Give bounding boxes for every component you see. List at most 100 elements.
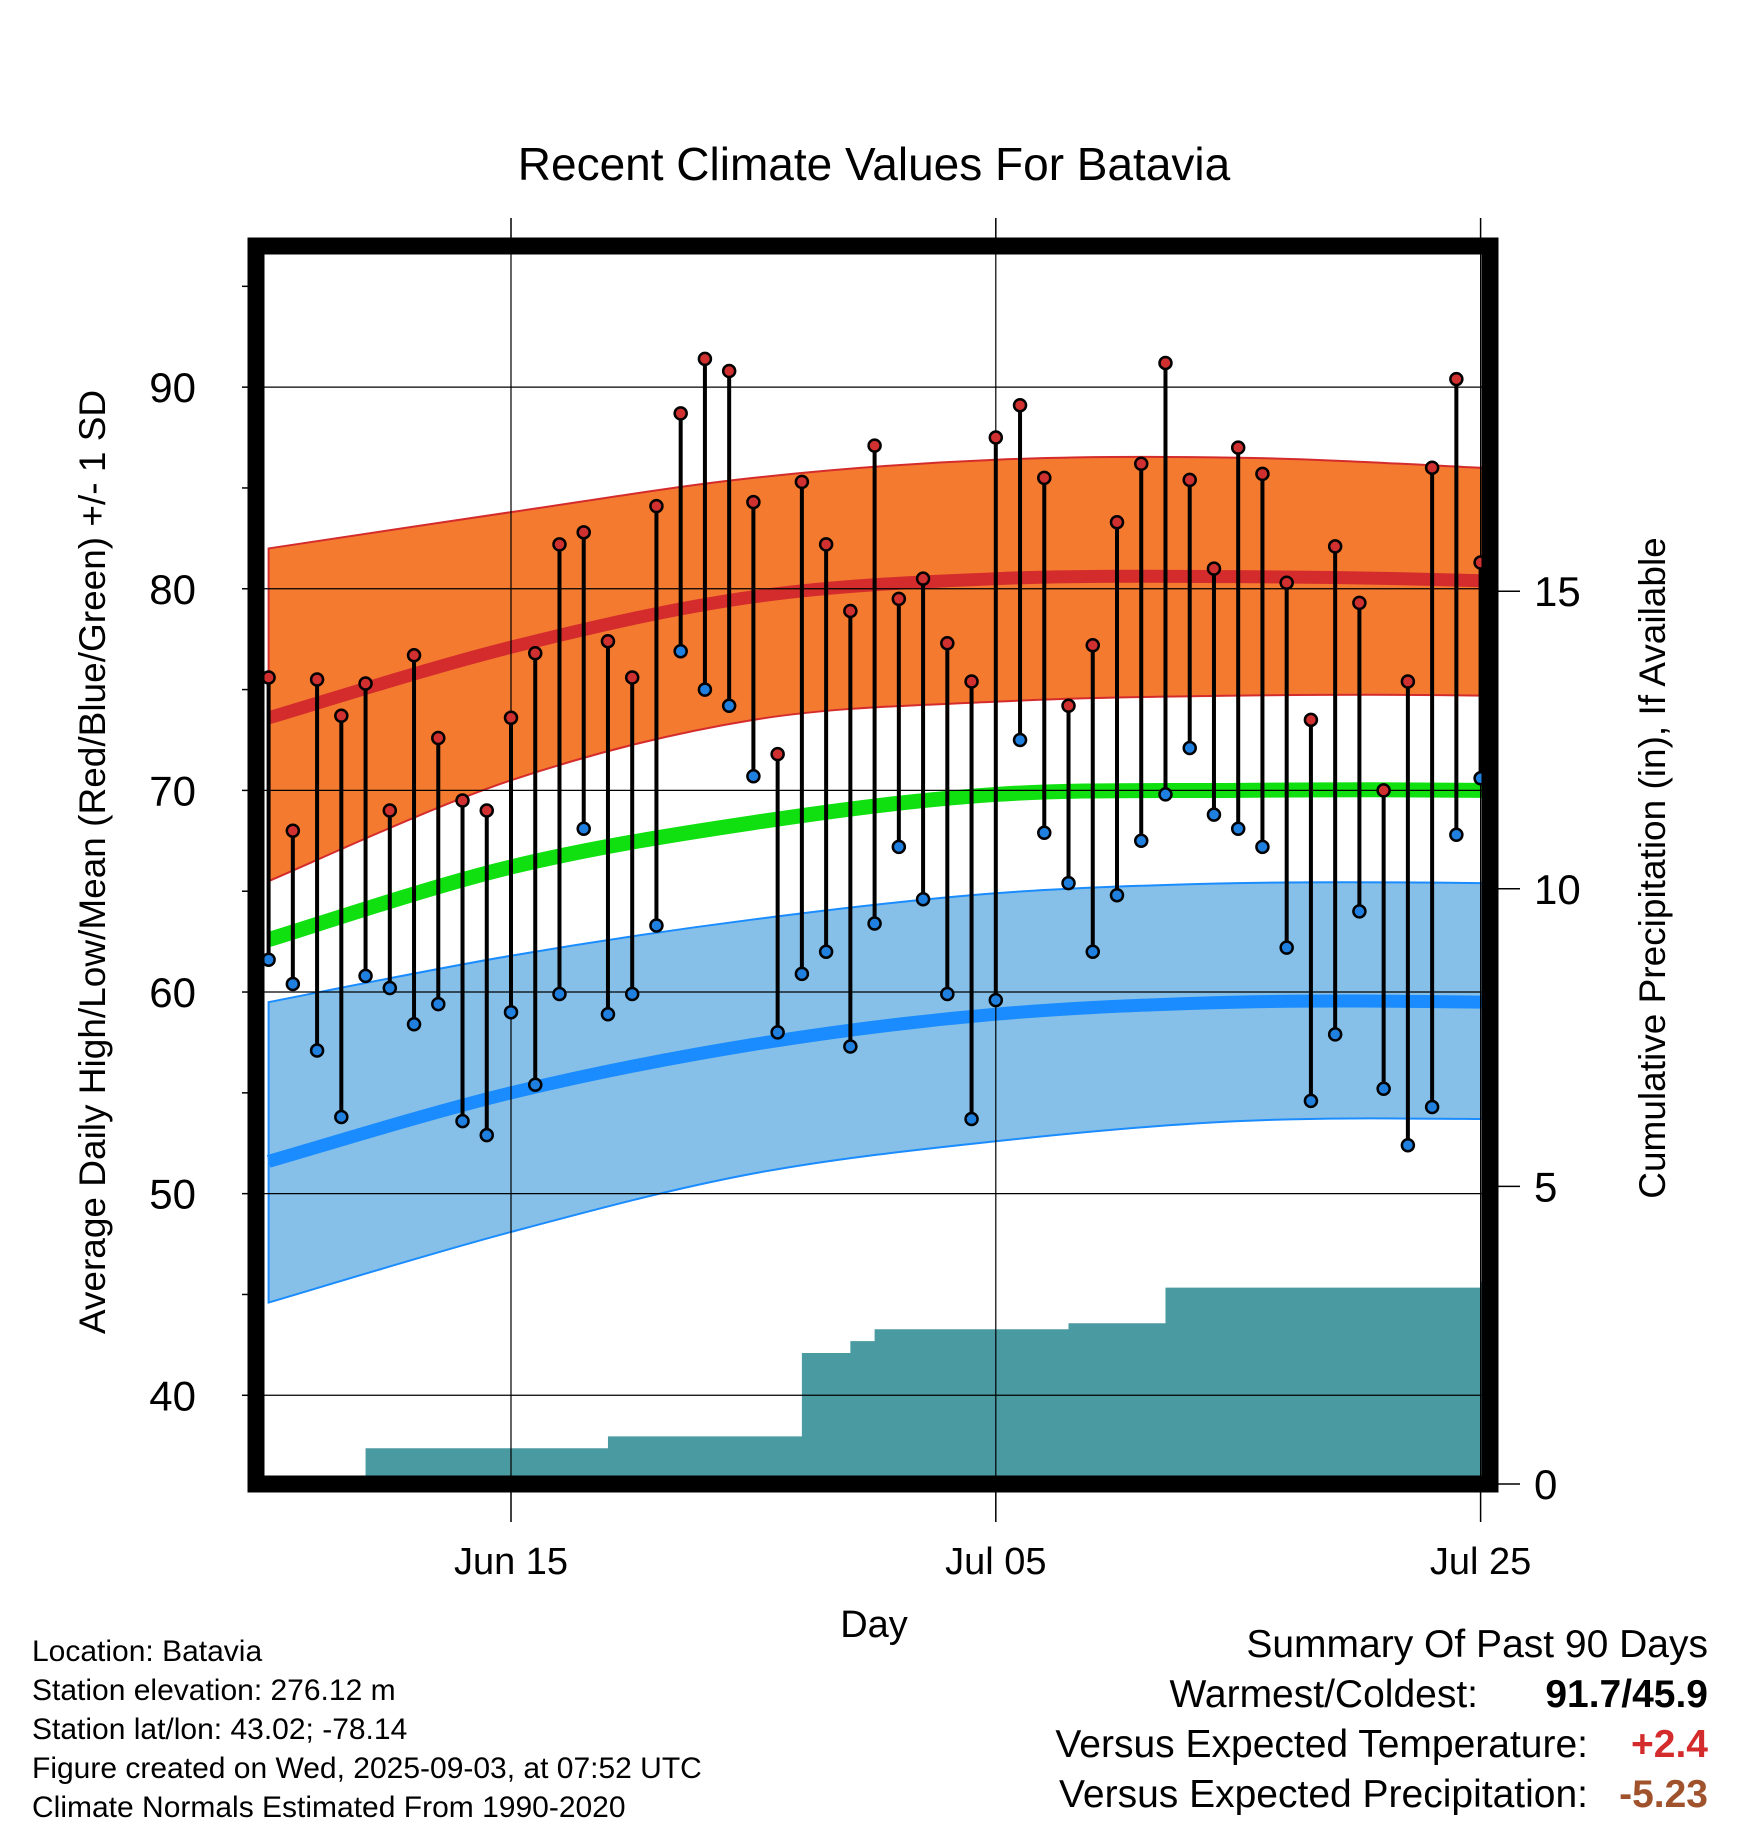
daily-low-point bbox=[988, 992, 1004, 1008]
daily-high-point bbox=[1279, 575, 1294, 590]
daily-high-point bbox=[1012, 398, 1028, 413]
daily-low-point bbox=[1376, 1081, 1391, 1097]
warm-cold-value: 91.7/45.9 bbox=[1545, 1673, 1708, 1716]
daily-high-point bbox=[794, 474, 810, 490]
daily-low-point bbox=[673, 644, 688, 659]
daily-high-point bbox=[915, 571, 931, 586]
daily-low-point bbox=[431, 996, 446, 1012]
daily-high-point bbox=[1572, 393, 1584, 405]
daily-high-point bbox=[1499, 428, 1511, 440]
y2-tick-label: 15 bbox=[1534, 568, 1581, 615]
daily-low-point bbox=[1230, 821, 1246, 836]
daily-low-point bbox=[1449, 827, 1464, 843]
latlon-text: Station lat/lon: 43.02; -78.14 bbox=[32, 1713, 408, 1746]
daily-high-point bbox=[600, 633, 616, 649]
daily-low-point bbox=[1620, 1093, 1632, 1105]
daily-high-point bbox=[1400, 674, 1416, 689]
daily-high-point bbox=[1596, 488, 1608, 500]
x-tick-label: Jun 15 bbox=[454, 1541, 568, 1583]
daily-high-point bbox=[382, 803, 398, 818]
daily-low-point bbox=[1741, 1008, 1748, 1020]
daily-high-point bbox=[1449, 371, 1464, 387]
daily-high-point bbox=[940, 635, 955, 651]
chart-title: Recent Climate Values For Batavia bbox=[518, 138, 1231, 190]
daily-low-point bbox=[285, 976, 301, 992]
daily-low-point bbox=[818, 944, 834, 959]
daily-high-point bbox=[891, 591, 907, 607]
daily-high-point bbox=[1620, 740, 1632, 752]
daily-low-point bbox=[382, 980, 398, 996]
daily-low-point bbox=[915, 892, 931, 907]
y-tick-label: 50 bbox=[149, 1171, 196, 1218]
daily-high-point bbox=[576, 525, 591, 540]
daily-high-point bbox=[1230, 440, 1246, 455]
daily-low-point bbox=[721, 698, 737, 713]
daily-high-point bbox=[1109, 514, 1125, 530]
daily-high-point bbox=[1255, 466, 1270, 482]
daily-high-point bbox=[1741, 454, 1748, 466]
daily-high-point bbox=[1376, 783, 1391, 798]
daily-high-point bbox=[527, 646, 543, 661]
daily-low-point bbox=[552, 986, 567, 1002]
daily-low-point bbox=[697, 682, 713, 697]
y-axis-label: Average Daily High/Low/Mean (Red/Blue/Gr… bbox=[72, 390, 113, 1334]
daily-high-point bbox=[624, 670, 640, 685]
daily-high-point bbox=[455, 793, 470, 808]
daily-low-point bbox=[1352, 904, 1367, 919]
daily-low-point bbox=[1279, 940, 1294, 955]
daily-high-point bbox=[1037, 470, 1052, 486]
low-sd-band bbox=[267, 881, 1490, 1304]
daily-high-point bbox=[697, 351, 713, 367]
daily-high-point bbox=[1133, 456, 1149, 472]
location-text: Location: Batavia bbox=[32, 1635, 263, 1668]
daily-low-point bbox=[334, 1109, 349, 1125]
y-tick-label: 60 bbox=[149, 969, 196, 1016]
y-tick-label: 80 bbox=[149, 566, 196, 613]
precipitation-area bbox=[268, 1281, 1490, 1484]
precip-anomaly-value: -5.23 bbox=[1619, 1773, 1708, 1816]
daily-high-point bbox=[552, 537, 567, 552]
y2-axis-label: Cumulative Precipitation (in), If Availa… bbox=[1632, 537, 1673, 1199]
daily-low-point bbox=[455, 1113, 470, 1129]
daily-low-point bbox=[624, 986, 640, 1002]
daily-low-point bbox=[1012, 732, 1028, 748]
daily-high-point bbox=[479, 803, 495, 818]
daily-low-point bbox=[770, 1025, 785, 1040]
daily-low-point bbox=[1037, 825, 1052, 840]
daily-low-point bbox=[1206, 807, 1222, 822]
daily-high-point bbox=[1085, 637, 1101, 653]
daily-high-point bbox=[818, 537, 834, 552]
daily-high-point bbox=[1182, 472, 1197, 488]
y2-tick-label: 0 bbox=[1534, 1461, 1557, 1508]
daily-low-point bbox=[867, 916, 882, 931]
daily-low-point bbox=[1693, 1016, 1705, 1028]
plot-content bbox=[256, 246, 1748, 1484]
daily-low-point bbox=[1133, 833, 1149, 849]
daily-low-point bbox=[746, 769, 761, 784]
daily-high-point bbox=[1061, 698, 1076, 713]
x-axis-label: Day bbox=[840, 1604, 908, 1646]
y2-tick-label: 5 bbox=[1534, 1163, 1557, 1210]
temp-anomaly-value: +2.4 bbox=[1631, 1723, 1708, 1766]
daily-high-point bbox=[406, 648, 422, 663]
x-tick-label: Jul 25 bbox=[1430, 1541, 1531, 1583]
daily-high-point bbox=[1424, 460, 1440, 476]
daily-low-point bbox=[964, 1111, 979, 1127]
daily-low-point bbox=[1596, 859, 1608, 871]
daily-low-point bbox=[1499, 845, 1511, 857]
daily-low-point bbox=[1182, 740, 1197, 756]
daily-low-point bbox=[940, 986, 955, 1002]
daily-low-point bbox=[1085, 944, 1101, 959]
daily-low-point bbox=[1547, 821, 1559, 833]
daily-high-point bbox=[867, 438, 882, 453]
daily-high-point bbox=[746, 494, 761, 510]
daily-low-point bbox=[891, 839, 907, 855]
daily-low-point bbox=[576, 821, 591, 836]
daily-high-point bbox=[1158, 355, 1173, 371]
normals-text: Climate Normals Estimated From 1990-2020 bbox=[32, 1791, 626, 1824]
daily-high-point bbox=[1693, 577, 1705, 589]
summary-title: Summary Of Past 90 Days bbox=[1246, 1623, 1708, 1666]
daily-low-point bbox=[527, 1077, 543, 1093]
plot-frame bbox=[247, 237, 1499, 1493]
